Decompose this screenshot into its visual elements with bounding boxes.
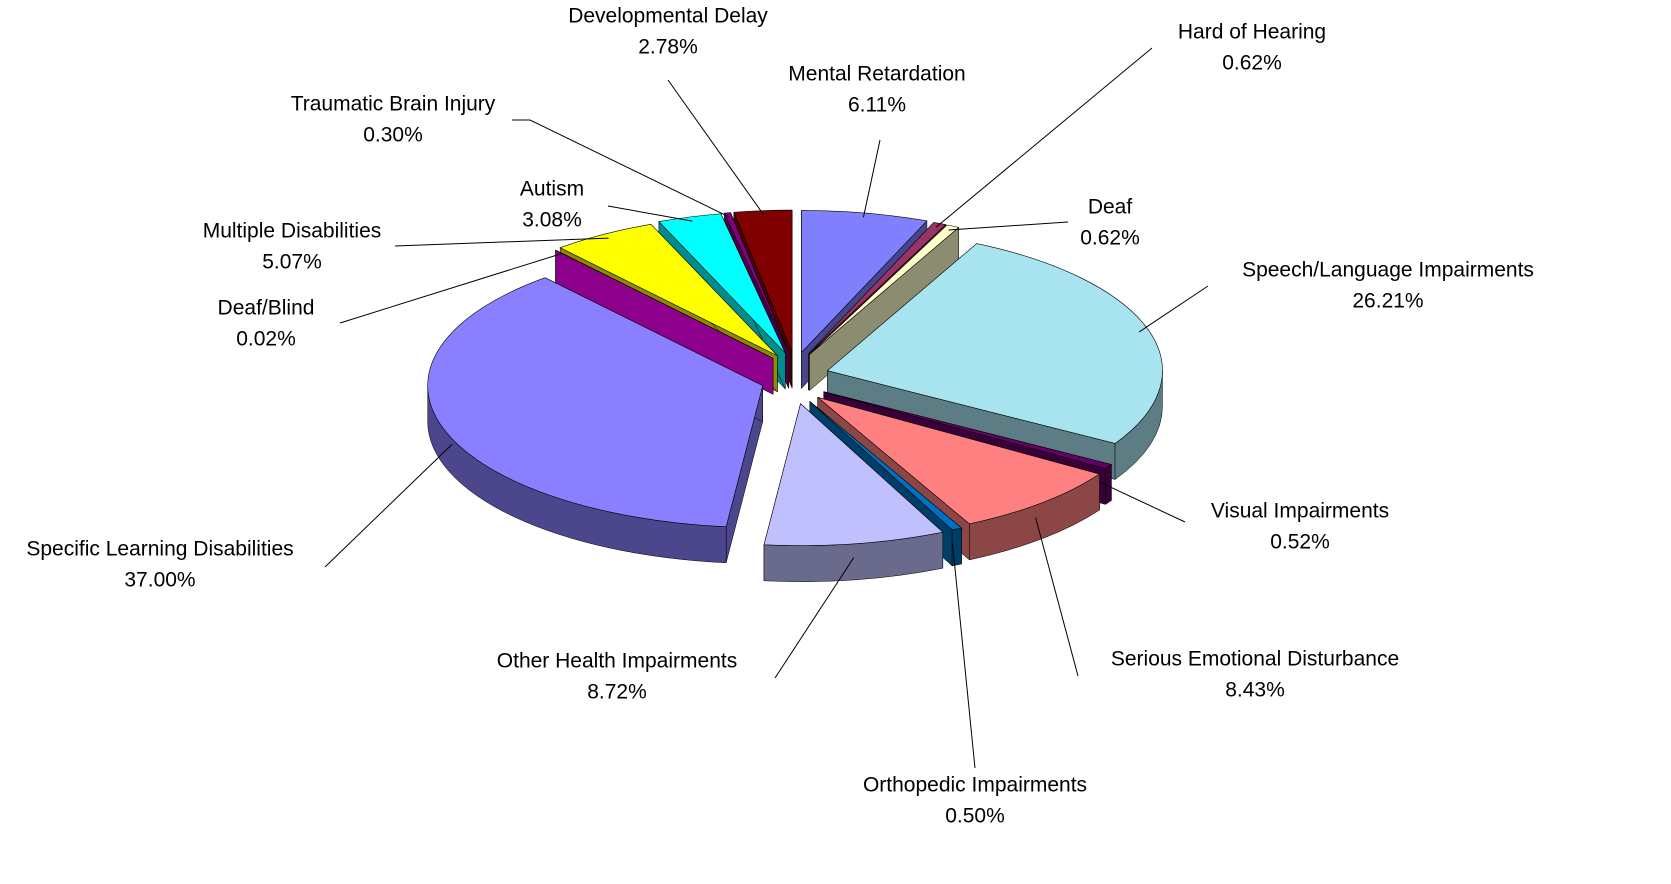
slice bbox=[809, 224, 960, 392]
leader-line bbox=[1099, 481, 1186, 523]
slice-label: Hard of Hearing bbox=[1178, 21, 1326, 44]
leader-line bbox=[394, 237, 609, 247]
value-label: 8.72% bbox=[587, 681, 647, 704]
slice bbox=[763, 403, 944, 582]
leader-line bbox=[774, 557, 855, 679]
leader-line bbox=[951, 543, 976, 769]
slice-label: Autism bbox=[520, 178, 584, 201]
value-label: 0.52% bbox=[1270, 531, 1330, 554]
value-label: 2.78% bbox=[638, 36, 698, 59]
value-label: 3.08% bbox=[522, 209, 582, 232]
value-label: 37.00% bbox=[124, 569, 195, 592]
slice-label: Other Health Impairments bbox=[497, 650, 737, 673]
slice-label: Multiple Disabilities bbox=[203, 220, 382, 243]
slice-wall bbox=[1105, 464, 1112, 505]
value-label: 26.21% bbox=[1352, 290, 1423, 313]
slice-top bbox=[809, 401, 963, 531]
slice-top bbox=[823, 391, 1113, 469]
slice-top bbox=[554, 249, 774, 359]
slice-label: Speech/Language Impairments bbox=[1242, 259, 1534, 282]
slice-top bbox=[817, 396, 1101, 525]
value-label: 5.07% bbox=[262, 251, 322, 274]
slice-top bbox=[733, 209, 793, 353]
slice-label: Serious Emotional Disturbance bbox=[1111, 648, 1399, 671]
value-label: 0.62% bbox=[1080, 227, 1140, 250]
slice-top bbox=[658, 213, 786, 354]
slice-label: Developmental Delay bbox=[568, 5, 768, 28]
slice-label: Mental Retardation bbox=[788, 63, 965, 86]
value-label: 0.50% bbox=[945, 805, 1005, 828]
slice-label: Deaf bbox=[1088, 196, 1133, 219]
slice-top bbox=[801, 210, 928, 354]
leader-line bbox=[324, 443, 453, 568]
leader-line bbox=[339, 252, 563, 324]
pie bbox=[427, 209, 1163, 582]
value-label: 6.11% bbox=[848, 94, 906, 117]
slice-label: Traumatic Brain Injury bbox=[291, 93, 496, 116]
slice-top bbox=[763, 403, 944, 546]
value-label: 8.43% bbox=[1225, 679, 1285, 702]
value-label: 0.02% bbox=[236, 328, 296, 351]
leader-line bbox=[1138, 285, 1209, 333]
slice-top bbox=[723, 212, 790, 353]
leader-line bbox=[667, 79, 765, 216]
slice-top bbox=[809, 224, 960, 355]
slice-label: Deaf/Blind bbox=[218, 297, 315, 320]
value-label: 0.62% bbox=[1222, 52, 1282, 75]
labels: Mental Retardation 6.11% Hard of Hearing 0.… bbox=[26, 5, 1534, 828]
slice-label: Specific Learning Disabilities bbox=[26, 538, 293, 561]
slice-top bbox=[826, 243, 1163, 444]
leader-line bbox=[948, 221, 1069, 231]
slice-wall bbox=[951, 527, 962, 567]
leader-line bbox=[862, 139, 881, 218]
slice-top bbox=[559, 223, 778, 357]
slice bbox=[427, 277, 764, 564]
slice-label: Orthopedic Impairments bbox=[863, 774, 1087, 797]
value-label: 0.30% bbox=[363, 124, 423, 147]
leader-line bbox=[607, 205, 693, 222]
slice-top bbox=[427, 277, 764, 528]
leader-line bbox=[1035, 517, 1079, 677]
slice-label: Visual Impairments bbox=[1211, 500, 1389, 523]
leader-line bbox=[512, 119, 730, 218]
slice bbox=[554, 249, 774, 395]
leader-line bbox=[935, 47, 1153, 228]
